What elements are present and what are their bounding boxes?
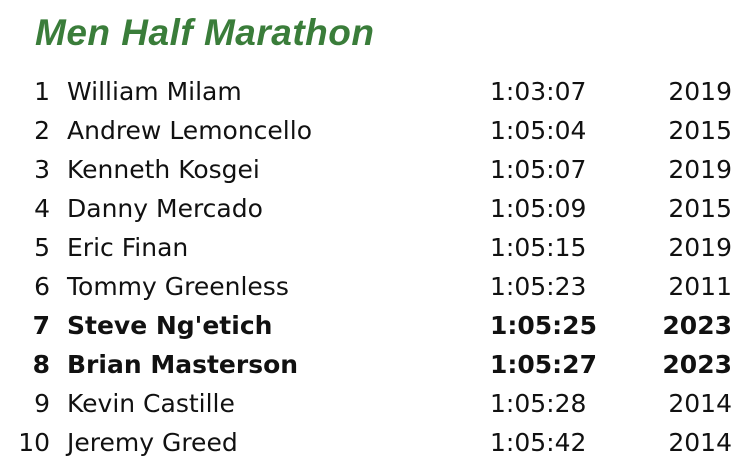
time-cell: 1:05:42 (490, 428, 587, 458)
rank-cell: 6 (34, 272, 50, 302)
title: Men Half Marathon (35, 12, 375, 53)
time-cell: 1:03:07 (490, 77, 587, 106)
name-cell: Kevin Castille (67, 389, 235, 419)
rank-cell: 4 (34, 194, 50, 224)
year-cell: 2014 (668, 428, 732, 458)
time-cell: 1:05:15 (490, 233, 587, 263)
name-cell: Jeremy Greed (67, 428, 238, 458)
rank-cell: 8 (32, 350, 50, 380)
rank-cell: 9 (34, 389, 50, 419)
year-cell: 2019 (668, 155, 732, 185)
name-cell: Danny Mercado (67, 194, 263, 224)
rank-cell: 1 (34, 77, 50, 106)
time-cell: 1:05:09 (490, 194, 587, 224)
year-cell: 2019 (668, 233, 732, 263)
year-cell: 2015 (668, 116, 732, 146)
name-cell: Tommy Greenless (67, 272, 289, 302)
year-cell: 2015 (668, 194, 732, 224)
rank-cell: 10 (18, 428, 50, 458)
rank-cell: 2 (34, 116, 50, 146)
time-cell: 1:05:27 (490, 350, 597, 380)
year-cell: 2019 (668, 77, 732, 106)
name-cell: William Milam (67, 77, 242, 106)
name-cell: Kenneth Kosgei (67, 155, 260, 185)
rank-cell: 3 (34, 155, 50, 185)
name-cell: Eric Finan (67, 233, 189, 263)
name-cell: Andrew Lemoncello (67, 116, 312, 146)
time-cell: 1:05:25 (490, 311, 597, 341)
year-cell: 2023 (662, 311, 732, 341)
time-cell: 1:05:23 (490, 272, 587, 302)
rank-cell: 7 (32, 311, 50, 341)
time-cell: 1:05:28 (490, 389, 587, 419)
year-cell: 2011 (668, 272, 732, 302)
year-cell: 2023 (662, 350, 732, 380)
rank-cell: 5 (34, 233, 50, 263)
time-cell: 1:05:07 (490, 155, 587, 185)
name-cell: Brian Masterson (67, 350, 299, 380)
year-cell: 2014 (668, 389, 732, 419)
name-cell: Steve Ng'etich (67, 311, 273, 341)
time-cell: 1:05:04 (490, 116, 587, 146)
